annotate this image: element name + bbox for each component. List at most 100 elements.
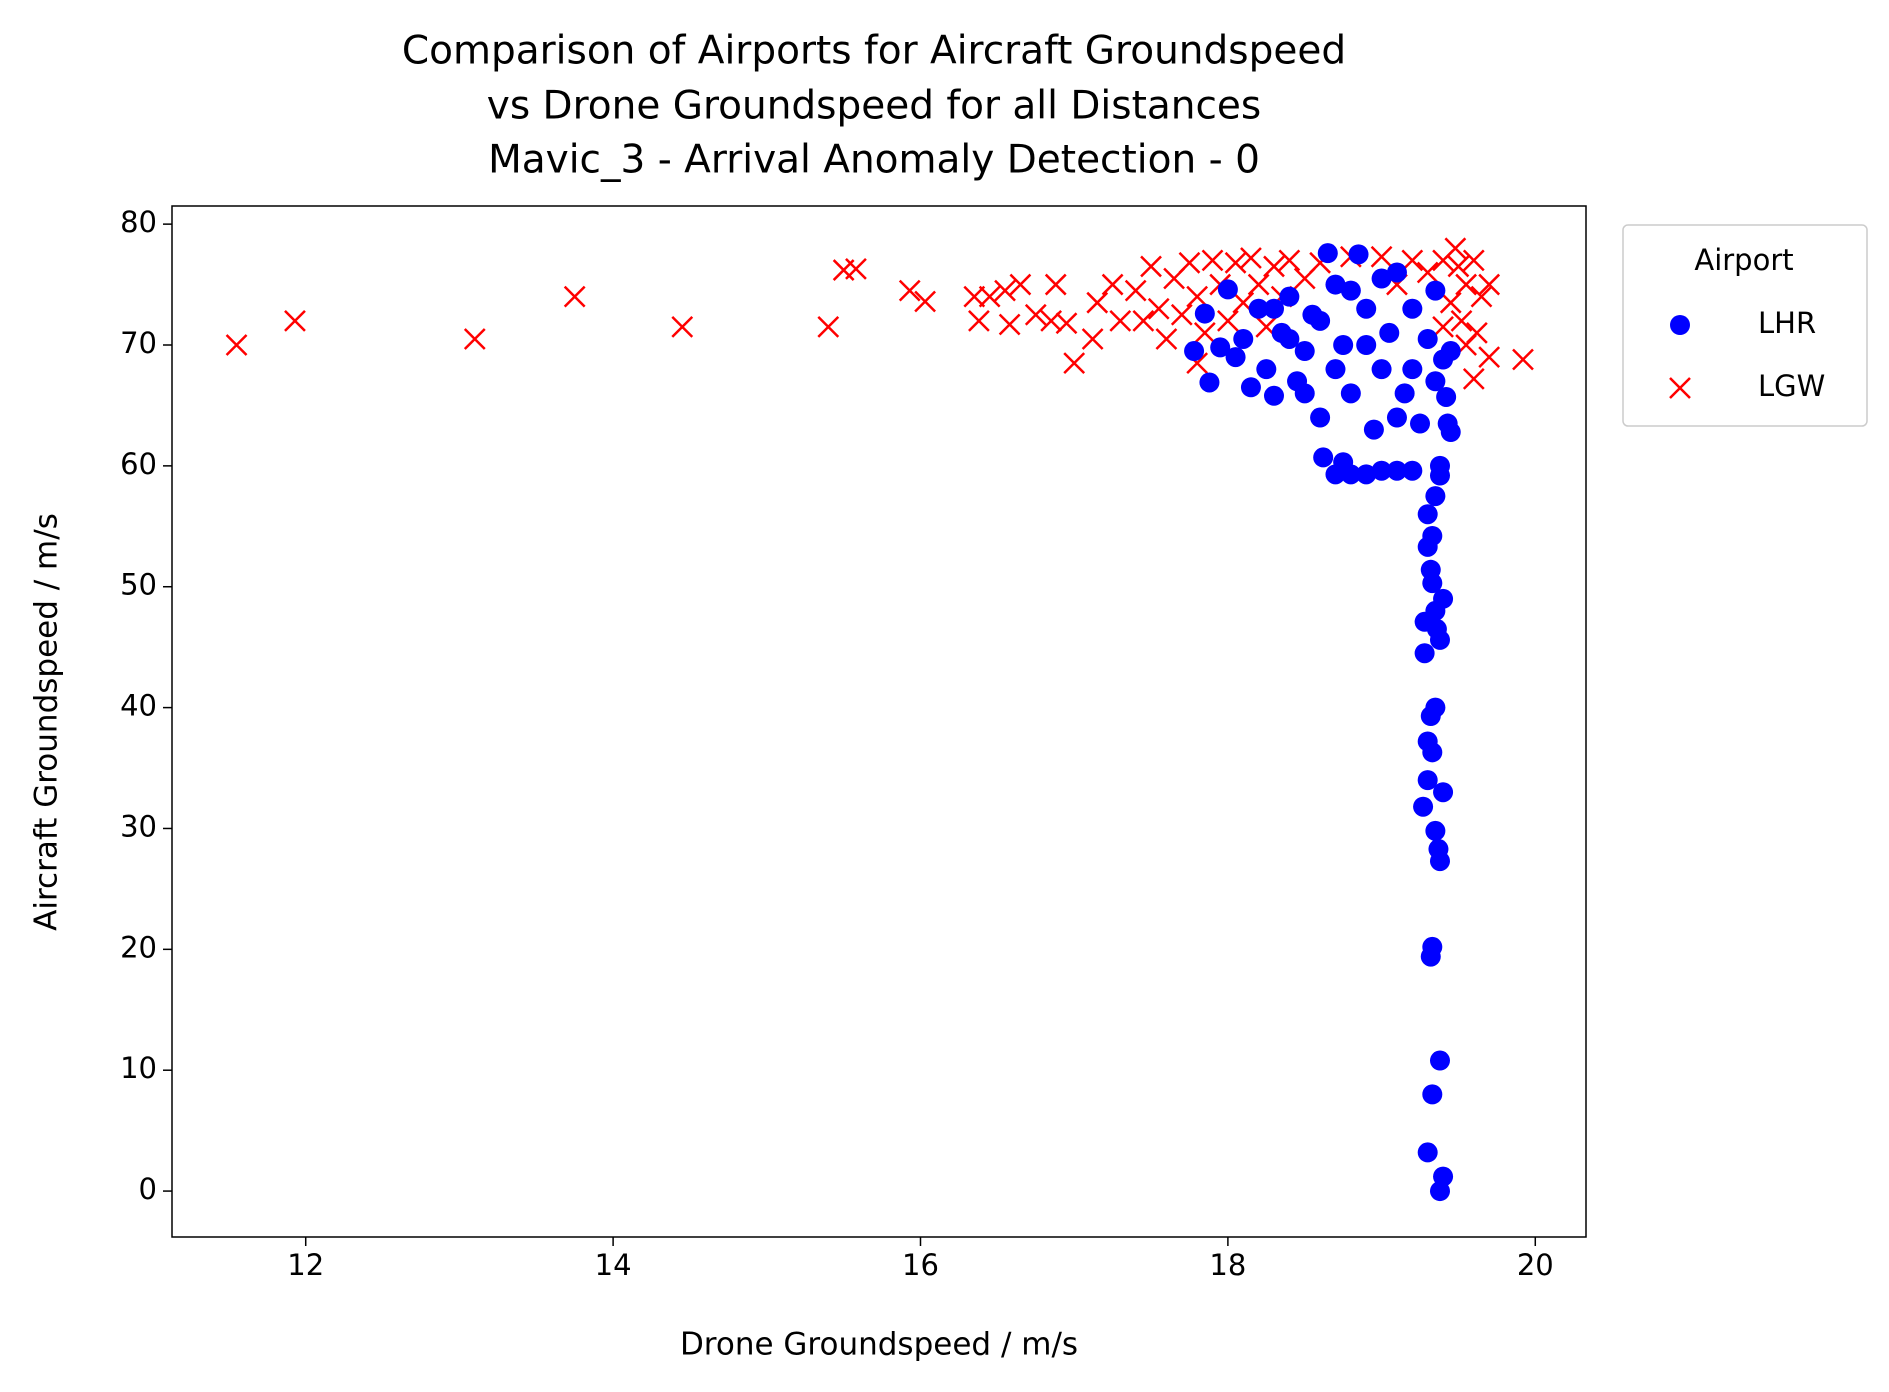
chart-title: vs Drone Groundspeed for all Distances xyxy=(487,84,1261,129)
point xyxy=(1263,298,1284,319)
series xyxy=(1184,243,1461,1202)
point xyxy=(225,334,248,356)
point xyxy=(1193,322,1216,344)
y-tick-label: 30 xyxy=(120,809,157,843)
point xyxy=(1394,383,1415,404)
point xyxy=(1422,1084,1443,1105)
y-tick-label: 40 xyxy=(120,689,157,723)
point xyxy=(1440,341,1461,362)
point xyxy=(1294,341,1315,362)
point xyxy=(1402,359,1423,380)
point xyxy=(1356,464,1377,485)
point xyxy=(1140,255,1162,278)
point xyxy=(1256,359,1277,380)
point xyxy=(1313,447,1334,468)
point xyxy=(1240,247,1262,269)
point xyxy=(914,290,936,313)
point xyxy=(1370,245,1393,268)
point xyxy=(1402,298,1423,319)
point xyxy=(1081,328,1104,350)
point xyxy=(1439,291,1462,314)
point xyxy=(1279,328,1300,349)
point xyxy=(1356,298,1377,319)
y-tick-label: 80 xyxy=(120,205,157,239)
point xyxy=(563,285,586,308)
point xyxy=(1417,770,1438,791)
point xyxy=(1437,413,1458,434)
point xyxy=(1414,643,1435,664)
series xyxy=(225,237,1534,390)
point xyxy=(1429,455,1450,476)
point xyxy=(1124,279,1147,302)
point xyxy=(1184,341,1205,362)
chart-title: Comparison of Airports for Aircraft Grou… xyxy=(402,29,1346,74)
point xyxy=(1455,273,1478,296)
point xyxy=(1420,706,1441,727)
point xyxy=(1024,303,1047,326)
point xyxy=(1478,346,1501,368)
point xyxy=(1294,383,1315,404)
point xyxy=(1417,1142,1438,1163)
point xyxy=(1379,322,1400,343)
point xyxy=(1371,359,1392,380)
point xyxy=(284,309,306,332)
point xyxy=(1348,244,1369,265)
point xyxy=(1420,559,1441,580)
point xyxy=(1178,251,1201,274)
point xyxy=(968,309,990,332)
y-tick-label: 70 xyxy=(120,326,157,360)
x-tick-label: 20 xyxy=(1517,1248,1554,1282)
point xyxy=(1317,243,1338,264)
point xyxy=(1512,348,1534,371)
point xyxy=(1386,262,1407,283)
point xyxy=(1217,309,1239,332)
point xyxy=(463,328,486,350)
point xyxy=(1109,309,1132,332)
point xyxy=(1325,274,1346,295)
point xyxy=(1462,367,1485,390)
y-tick-label: 10 xyxy=(120,1051,157,1085)
y-tick-label: 50 xyxy=(120,568,157,602)
point xyxy=(1428,839,1449,860)
point xyxy=(1470,285,1493,308)
point xyxy=(1433,1166,1454,1187)
point xyxy=(998,313,1021,336)
y-tick-label: 0 xyxy=(139,1172,157,1206)
x-tick-label: 16 xyxy=(902,1248,939,1282)
y-tick-label: 20 xyxy=(120,930,157,964)
chart-title: Mavic_3 - Arrival Anomaly Detection - 0 xyxy=(488,138,1260,183)
point xyxy=(1371,268,1392,289)
point xyxy=(963,285,986,308)
point xyxy=(1233,328,1254,349)
point xyxy=(1425,486,1446,507)
point xyxy=(1422,525,1443,546)
point xyxy=(1356,334,1377,355)
point xyxy=(1194,303,1215,324)
x-tick-label: 14 xyxy=(595,1248,632,1282)
point xyxy=(1263,385,1284,406)
point xyxy=(1386,460,1407,481)
point xyxy=(1217,279,1238,300)
point xyxy=(1478,273,1501,296)
point xyxy=(1417,328,1438,349)
point xyxy=(1170,303,1193,326)
point xyxy=(1444,237,1467,260)
point xyxy=(1248,298,1269,319)
point xyxy=(1063,352,1086,375)
point xyxy=(1371,460,1392,481)
point xyxy=(1240,377,1261,398)
point xyxy=(1447,255,1470,278)
point xyxy=(1410,413,1431,434)
point xyxy=(1462,249,1485,272)
point xyxy=(1225,347,1246,368)
legend-box xyxy=(1622,224,1868,427)
y-tick-label: 60 xyxy=(120,447,157,481)
point xyxy=(978,285,1001,308)
point xyxy=(1186,285,1209,308)
point xyxy=(1425,820,1446,841)
point xyxy=(1210,337,1231,358)
point xyxy=(1417,504,1438,525)
legend-label: LHR xyxy=(1758,306,1816,340)
point xyxy=(1263,255,1285,278)
